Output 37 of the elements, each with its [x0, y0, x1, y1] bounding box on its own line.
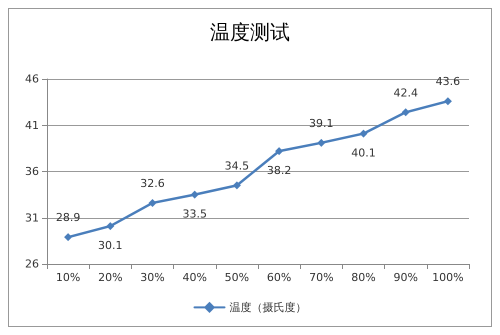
point [444, 97, 452, 106]
y-tick-label: 46 [25, 72, 39, 86]
data-label: 43.6 [436, 75, 460, 88]
y-tick-label: 41 [25, 118, 39, 132]
point [402, 108, 410, 116]
point [64, 233, 72, 242]
x-tick-label: 40% [182, 271, 207, 284]
data-label: 28.9 [56, 211, 80, 224]
y-tick-label: 26 [25, 258, 39, 270]
x-tick-label: 20% [98, 271, 123, 284]
x-tick-label: 70% [309, 271, 334, 284]
x-tick-label: 10% [56, 271, 80, 284]
data-label: 42.4 [393, 86, 418, 100]
x-tick-label: 100% [432, 271, 464, 284]
data-label: 39.1 [309, 116, 334, 130]
data-label: 34.5 [224, 159, 250, 172]
data-label: 38.2 [266, 164, 292, 178]
y-tick-label: 36 [25, 165, 39, 178]
legend-label: 温度（摄氏度） [230, 300, 306, 314]
data-label: 32.6 [140, 176, 165, 190]
point [232, 181, 241, 190]
data-label: 40.1 [351, 146, 376, 160]
data-label: 33.5 [182, 208, 207, 221]
point [148, 198, 156, 207]
x-tick-label: 80% [351, 271, 376, 284]
x-tick-label: 60% [266, 271, 292, 284]
point [360, 130, 368, 138]
chart-title: 温度测试 [210, 20, 290, 44]
y-tick-label: 31 [25, 211, 39, 224]
x-tick-label: 90% [393, 271, 418, 284]
point [317, 138, 326, 147]
point [275, 147, 284, 156]
point [190, 190, 199, 199]
data-label: 30.1 [98, 239, 123, 252]
point [106, 222, 114, 230]
x-tick-label: 50% [224, 271, 250, 284]
x-tick-label: 30% [140, 271, 165, 284]
